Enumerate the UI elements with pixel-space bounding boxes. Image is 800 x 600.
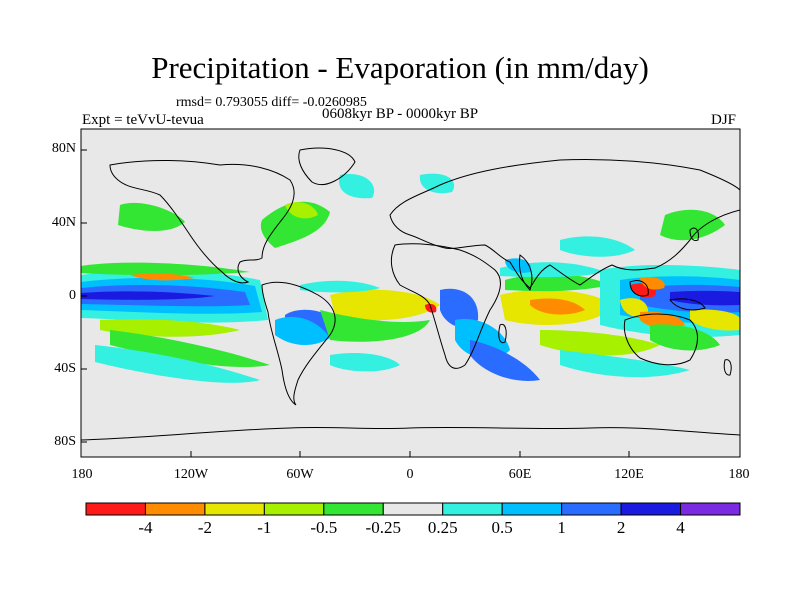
coast-africa: [390, 243, 501, 369]
coast-japan: [689, 227, 699, 241]
field-layer: [81, 173, 740, 383]
field-eurasia-cyan: [339, 174, 375, 199]
field-s-indian-green: [540, 330, 660, 356]
field-sam-lblue: [275, 316, 330, 346]
coast-south-america: [261, 281, 336, 406]
colorbar-swatch-1: [144, 502, 206, 516]
colorbar-label-0: -4: [138, 518, 153, 537]
field-mc-orange: [640, 277, 665, 290]
coast-antarctica: [81, 426, 740, 441]
colorbar-swatch-6: [442, 502, 503, 516]
field-trop-pacific-yellow: [100, 319, 240, 337]
colorbar-label-1: -2: [197, 518, 212, 537]
coast-borneo: [629, 280, 649, 297]
field-s-pacific-cyan: [95, 345, 260, 383]
y-tick-40s: 40S: [54, 361, 76, 376]
coast-madagascar: [498, 323, 507, 344]
coast-australia: [623, 313, 698, 366]
x-tick-0: 0: [406, 467, 414, 482]
colorbar: [85, 502, 741, 516]
colorbar-swatch-4: [323, 502, 384, 516]
coast-north-america: [109, 159, 295, 284]
field-s-pacific-green: [110, 330, 270, 368]
field-india-cyan: [505, 258, 531, 273]
colorbar-label-7: 1: [557, 518, 566, 537]
field-n-atlantic-light: [285, 202, 318, 219]
x-tick-60e: 60E: [508, 467, 532, 482]
field-trop-pacific-green-n: [81, 262, 250, 276]
colorbar-swatch-2: [204, 502, 265, 516]
field-aus-green: [650, 324, 720, 351]
field-atlantic-green: [320, 310, 430, 342]
field-n-pacific-green: [118, 202, 185, 231]
coast-greenland: [298, 147, 356, 185]
field-n-cyan-east: [560, 236, 635, 257]
coast-new-guinea: [669, 298, 706, 311]
field-eq-atlantic-cyan: [300, 280, 380, 293]
colorbar-swatch-7: [501, 502, 563, 516]
colorbar-label-2: -1: [257, 518, 272, 537]
y-tick-0: 0: [69, 288, 76, 303]
colorbar-label-4: -0.25: [365, 518, 401, 537]
field-trop-pacific-orange: [130, 273, 195, 281]
coast-india: [519, 254, 533, 291]
colorbar-swatch-9: [620, 502, 682, 516]
coast-new-zealand: [723, 359, 732, 376]
colorbar-swatch-5: [382, 502, 444, 516]
colorbar-label-6: 0.5: [491, 518, 513, 537]
y-tick-40n: 40N: [51, 215, 76, 230]
x-tick-120e: 120E: [614, 467, 644, 482]
field-africa-blue: [440, 288, 479, 328]
experiment-label: Expt = teVvU-tevua: [82, 112, 204, 128]
y-tick-80n: 80N: [51, 141, 76, 156]
colorbar-swatch-0: [85, 502, 146, 516]
field-spcz-yellow: [690, 309, 740, 331]
field-indian-orange: [530, 298, 585, 315]
colorbar-label-8: 2: [616, 518, 626, 537]
x-tick-120w: 120W: [173, 467, 209, 482]
colorbar-swatch-8: [561, 502, 622, 516]
colorbar-swatch-3: [263, 502, 325, 516]
field-n-pacific-east: [660, 209, 725, 241]
x-tick-180w: 180: [71, 467, 93, 482]
period-text: 0608kyr BP - 0000kyr BP: [322, 106, 479, 122]
x-tick-60w: 60W: [286, 467, 314, 482]
field-atlantic-cyan-s: [330, 353, 400, 372]
map-title: Precipitation - Evaporation (in mm/day): [151, 50, 649, 85]
stats-text: rmsd= 0.793055 diff= -0.0260985: [176, 95, 367, 110]
colorbar-label-5: 0.25: [427, 518, 458, 537]
season-label: DJF: [711, 112, 737, 128]
field-aus-orange: [640, 311, 685, 329]
field-s-africa-blue: [470, 340, 540, 381]
colorbar-label-9: 4: [676, 518, 685, 537]
field-atlantic-yellow: [330, 289, 440, 321]
axis-ticks: [81, 149, 630, 457]
field-north-cyan-2: [419, 173, 455, 194]
coast-eurasia: [389, 158, 740, 289]
colorbar-swatch-10: [680, 502, 741, 516]
field-s-indian-cyan: [560, 350, 690, 378]
colorbar-label-3: -0.5: [310, 518, 338, 537]
field-trop-pacific-west-dblue: [81, 291, 215, 300]
field-wpac-dblue: [670, 290, 740, 306]
x-tick-180e: 180: [728, 467, 750, 482]
y-tick-80s: 80S: [54, 434, 76, 449]
coastlines: [81, 147, 740, 441]
